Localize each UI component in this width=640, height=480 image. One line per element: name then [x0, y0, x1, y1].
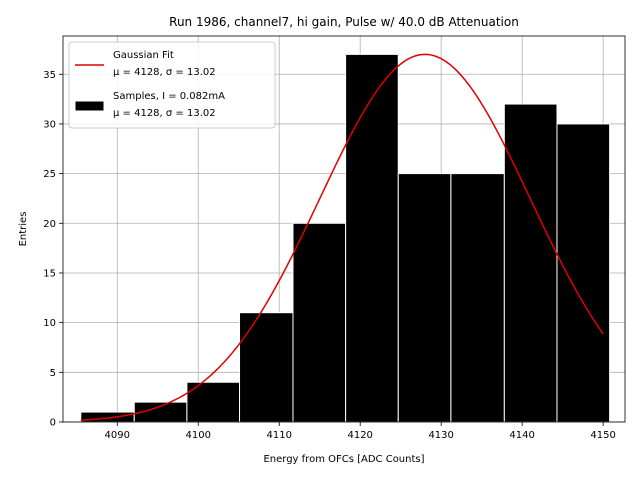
- x-axis-ticks: 4090 4100 4110 4120 4130 4140 4150: [105, 422, 616, 441]
- y-tick-label: 35: [43, 70, 56, 81]
- x-tick-label: 4100: [186, 430, 211, 441]
- axes-frame: [62, 35, 626, 423]
- histogram-bar: [292, 222, 347, 423]
- legend-fit-params: μ = 4128, σ = 13.02: [113, 67, 216, 78]
- histogram-bar: [239, 312, 294, 423]
- chart-title: Run 1986, channel7, hi gain, Pulse w/ 40…: [169, 15, 519, 29]
- y-axis-ticks: 0 5 10 15 20 25 30 35: [43, 70, 63, 429]
- legend-samples-swatch: [74, 100, 105, 112]
- x-tick-label: 4140: [509, 430, 534, 441]
- legend: Gaussian Fit μ = 4128, σ = 13.02 Samples…: [68, 41, 276, 129]
- histogram-bar: [345, 53, 399, 423]
- histogram-bar: [80, 411, 135, 423]
- y-tick-label: 30: [43, 119, 56, 130]
- x-tick-label: 4130: [428, 430, 453, 441]
- histogram-bar: [397, 173, 452, 423]
- histogram-bar: [503, 103, 558, 423]
- gaussian-fit-curve: [80, 53, 604, 421]
- x-tick-label: 4120: [347, 430, 372, 441]
- legend-samples-label: Samples, I = 0.082mA: [113, 91, 225, 102]
- histogram-bar: [556, 123, 611, 423]
- y-tick-label: 15: [43, 268, 56, 279]
- x-tick-label: 4110: [266, 430, 291, 441]
- y-tick-label: 20: [43, 219, 56, 230]
- y-tick-label: 25: [43, 169, 56, 180]
- y-axis-label: Entries: [18, 212, 29, 247]
- histogram-bar: [450, 173, 505, 423]
- y-tick-label: 10: [43, 318, 56, 329]
- x-tick-label: 4090: [105, 430, 130, 441]
- histogram-bars: [80, 53, 611, 423]
- legend-box: [68, 41, 276, 129]
- legend-samples-params: μ = 4128, σ = 13.02: [113, 108, 216, 119]
- x-axis-label: Energy from OFCs [ADC Counts]: [263, 454, 424, 465]
- y-tick-label: 5: [50, 368, 56, 379]
- legend-fit-label: Gaussian Fit: [113, 50, 174, 61]
- x-tick-label: 4150: [590, 430, 615, 441]
- y-tick-label: 0: [50, 418, 56, 429]
